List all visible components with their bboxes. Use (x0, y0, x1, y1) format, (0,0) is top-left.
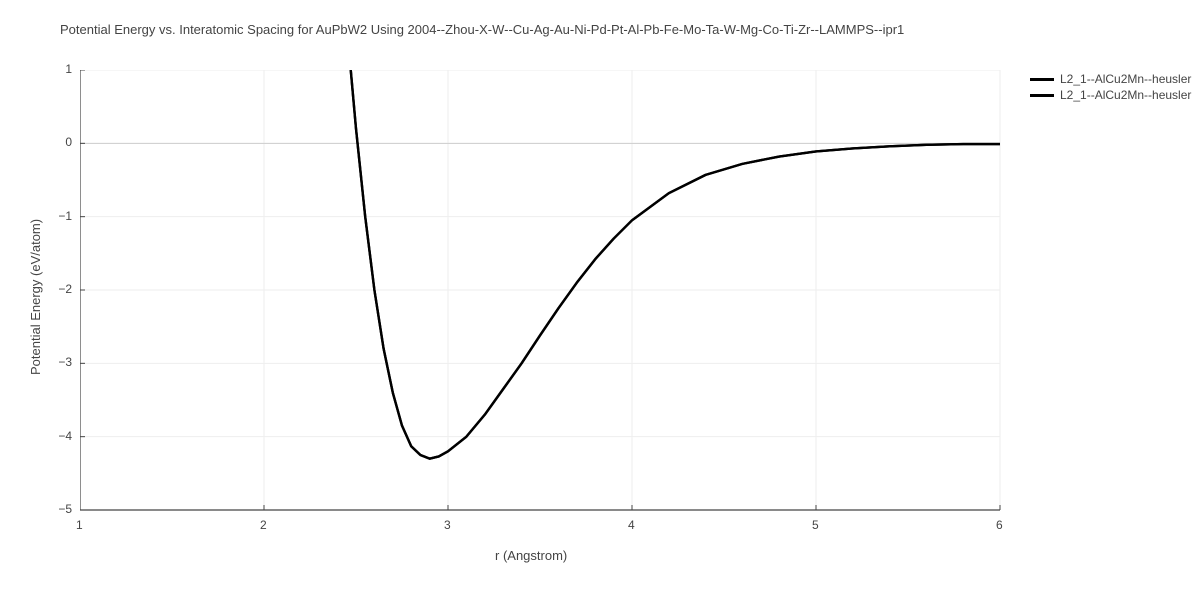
x-axis-label: r (Angstrom) (495, 548, 567, 563)
legend-item: L2_1--AlCu2Mn--heusler (1030, 72, 1191, 86)
y-tick-label: −1 (58, 209, 72, 223)
y-tick-label: −3 (58, 355, 72, 369)
legend: L2_1--AlCu2Mn--heusler L2_1--AlCu2Mn--heu… (1030, 72, 1191, 104)
legend-item: L2_1--AlCu2Mn--heusler (1030, 88, 1191, 102)
chart-container: { "chart": { "type": "line", "title": "P… (0, 0, 1200, 600)
x-tick-label: 2 (260, 518, 267, 532)
x-tick-label: 6 (996, 518, 1003, 532)
legend-label: L2_1--AlCu2Mn--heusler (1060, 72, 1191, 86)
y-tick-label: −4 (58, 429, 72, 443)
x-tick-label: 3 (444, 518, 451, 532)
legend-swatch (1030, 94, 1054, 97)
chart-title: Potential Energy vs. Interatomic Spacing… (60, 22, 904, 37)
y-axis-label: Potential Energy (eV/atom) (28, 219, 43, 375)
x-tick-label: 1 (76, 518, 83, 532)
series-line (338, 70, 1000, 459)
series-line (338, 70, 1000, 459)
x-tick-label: 4 (628, 518, 635, 532)
legend-swatch (1030, 78, 1054, 81)
y-tick-label: 1 (65, 62, 72, 76)
y-tick-label: 0 (65, 135, 72, 149)
x-tick-label: 5 (812, 518, 819, 532)
y-tick-label: −5 (58, 502, 72, 516)
plot-area (80, 70, 1002, 512)
legend-label: L2_1--AlCu2Mn--heusler (1060, 88, 1191, 102)
y-tick-label: −2 (58, 282, 72, 296)
